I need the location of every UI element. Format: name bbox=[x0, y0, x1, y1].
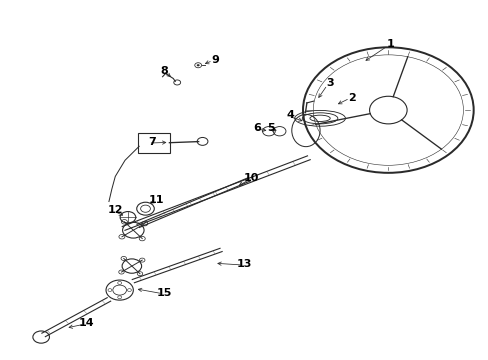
Text: 12: 12 bbox=[107, 206, 123, 216]
Text: 9: 9 bbox=[211, 55, 219, 65]
Circle shape bbox=[196, 64, 199, 66]
Text: 14: 14 bbox=[78, 319, 94, 328]
Text: 5: 5 bbox=[267, 123, 275, 133]
Text: 4: 4 bbox=[286, 111, 294, 121]
Text: 1: 1 bbox=[386, 39, 394, 49]
Text: 8: 8 bbox=[160, 66, 167, 76]
Text: 3: 3 bbox=[325, 78, 333, 88]
Text: 15: 15 bbox=[156, 288, 171, 298]
Text: 11: 11 bbox=[149, 195, 164, 205]
Text: 10: 10 bbox=[244, 173, 259, 183]
Text: 7: 7 bbox=[148, 138, 155, 147]
Text: 6: 6 bbox=[252, 123, 260, 133]
Text: 13: 13 bbox=[236, 259, 252, 269]
Text: 2: 2 bbox=[347, 93, 355, 103]
